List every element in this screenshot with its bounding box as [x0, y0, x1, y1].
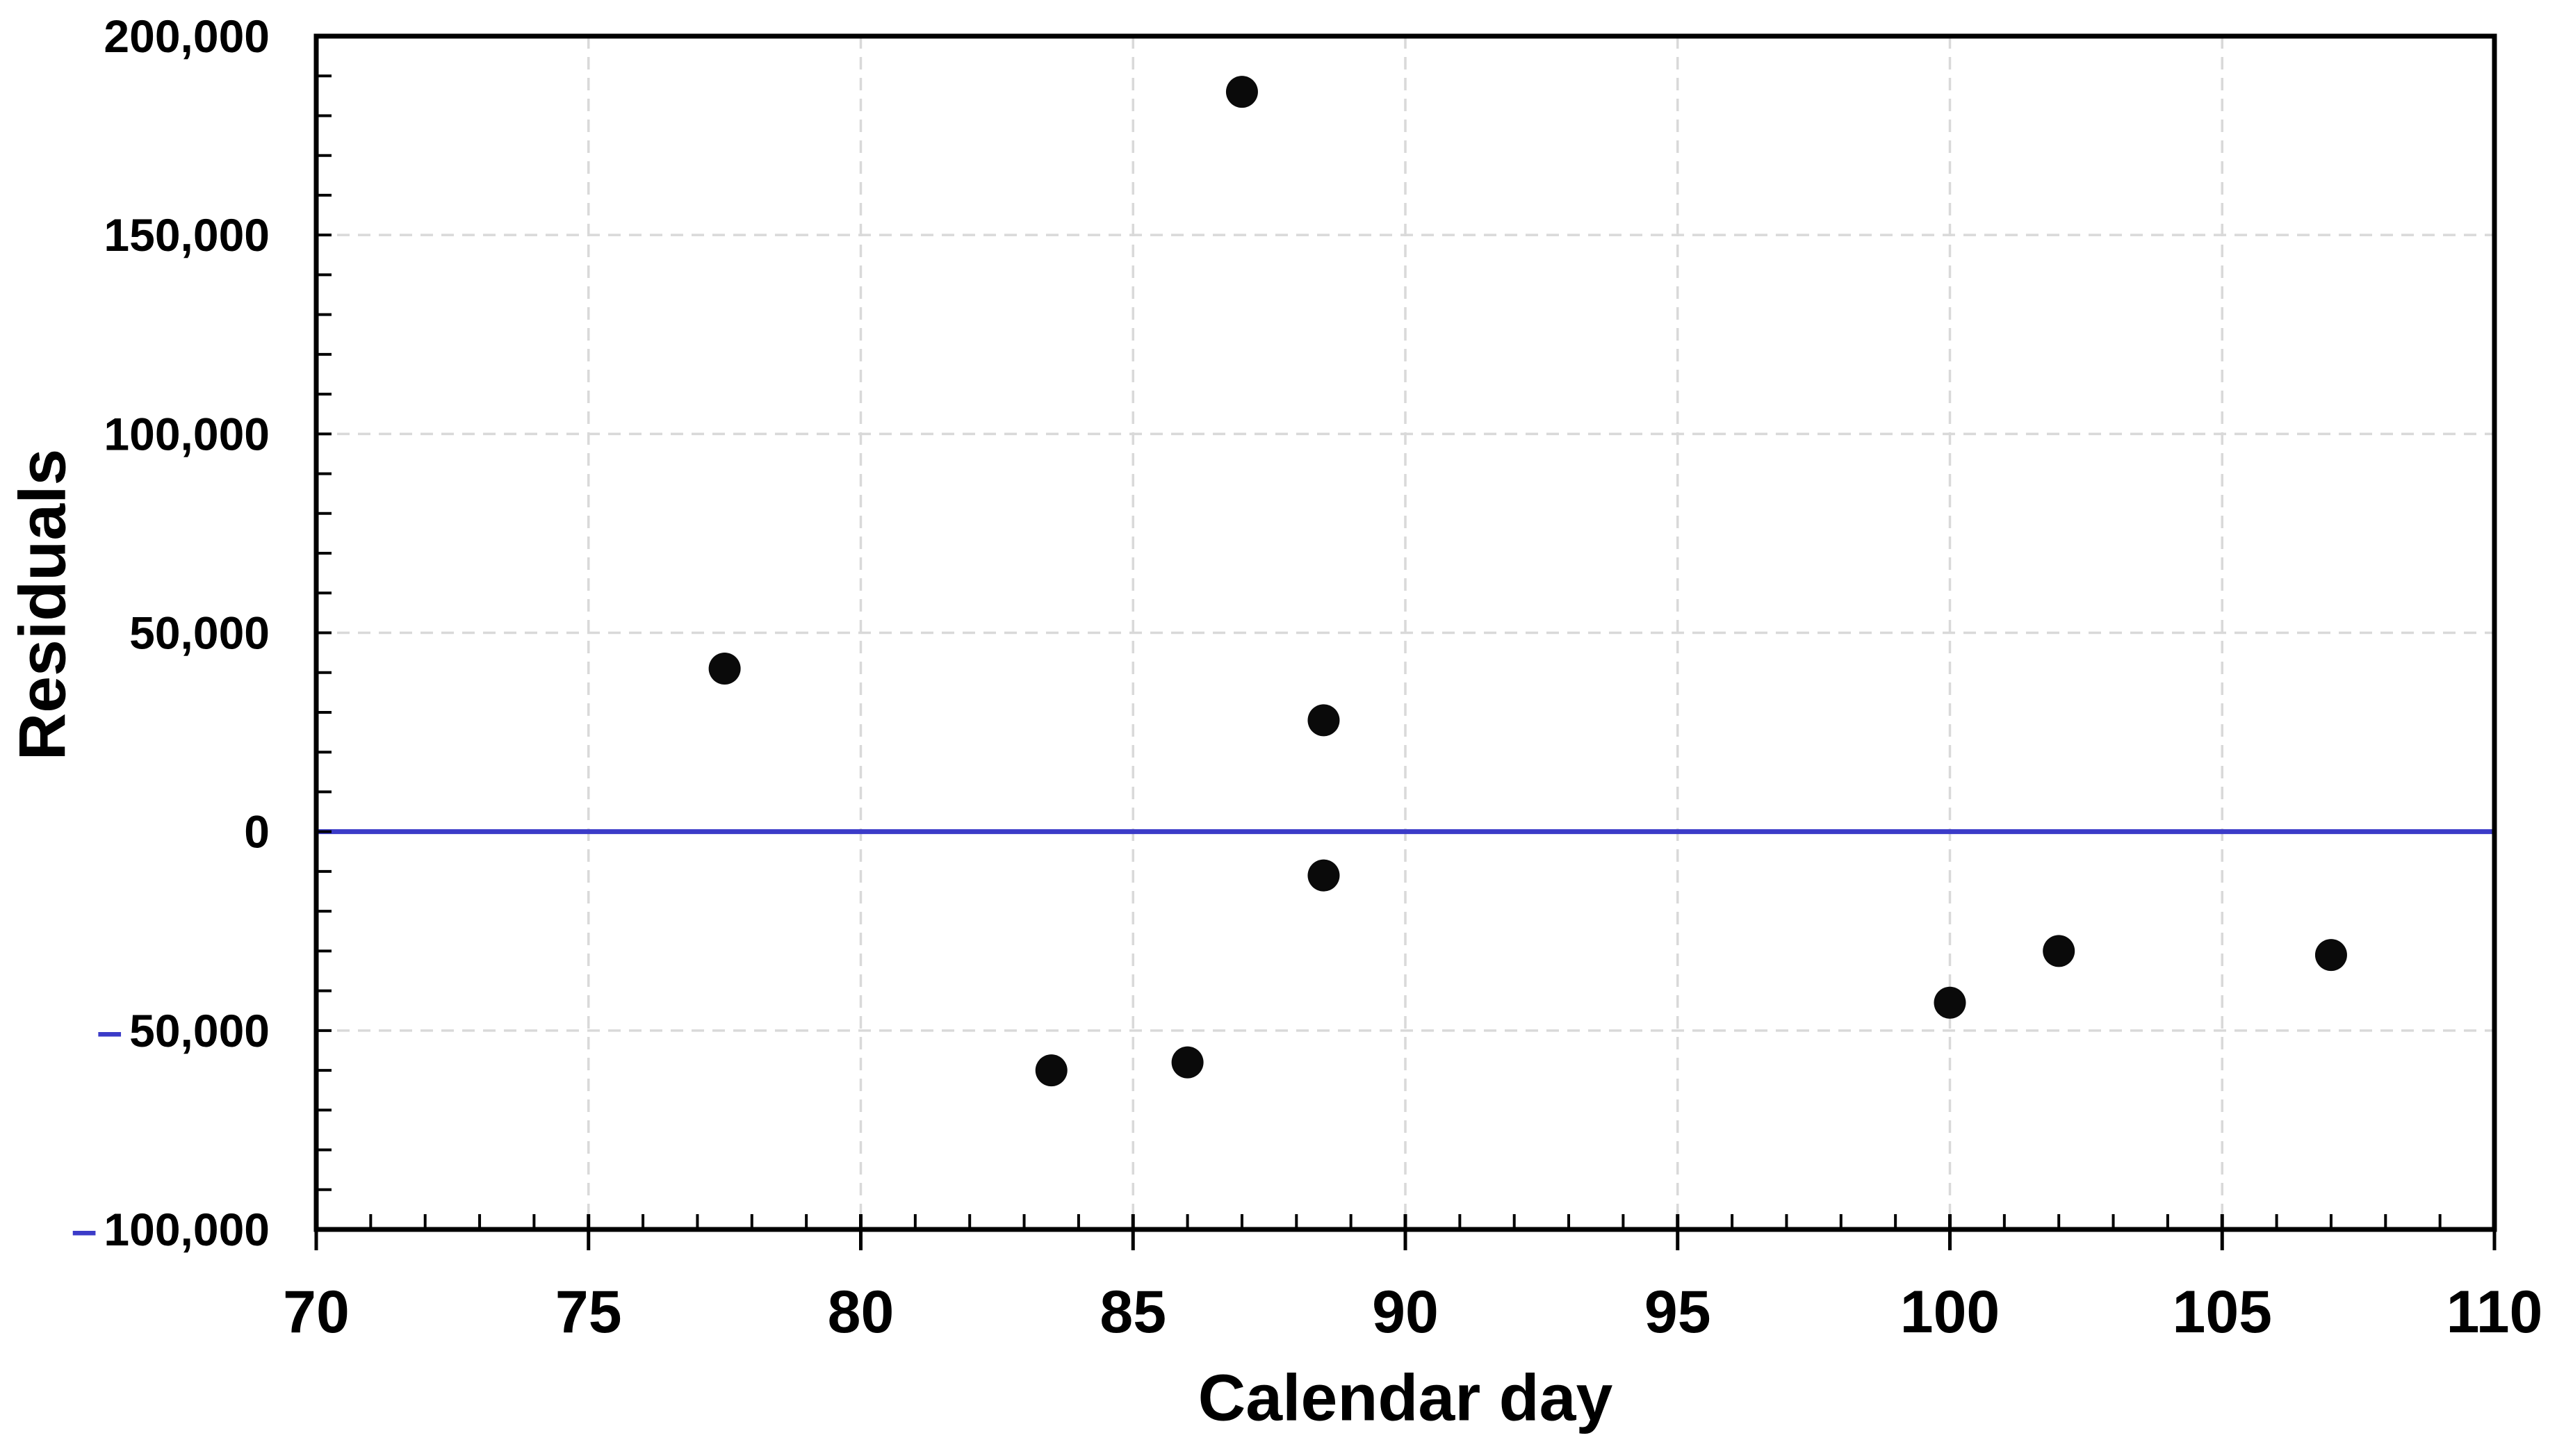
y-tick-label: 150,000: [104, 209, 270, 261]
data-point: [2043, 935, 2075, 967]
y-tick-label: –50,000: [97, 1005, 270, 1056]
y-axis-title: Residuals: [6, 448, 80, 761]
data-point: [708, 653, 741, 685]
data-point: [1934, 986, 1966, 1019]
negative-minus-sign: –: [97, 1005, 122, 1056]
data-point: [1307, 859, 1340, 892]
x-tick-label: 85: [1100, 1279, 1166, 1345]
y-tick-label: 0: [244, 806, 270, 858]
x-tick-label: 105: [2173, 1279, 2273, 1345]
x-tick-label: 95: [1644, 1279, 1711, 1345]
data-point: [1225, 76, 1258, 108]
x-tick-label: 75: [555, 1279, 622, 1345]
negative-minus-sign: –: [72, 1204, 97, 1255]
y-tick-label: 50,000: [129, 607, 270, 659]
y-tick-label: –100,000: [72, 1204, 270, 1255]
x-axis-title: Calendar day: [1198, 1361, 1613, 1435]
data-point: [2314, 939, 2347, 972]
x-tick-label: 80: [828, 1279, 894, 1345]
x-tick-label: 110: [2446, 1279, 2543, 1345]
x-tick-label: 70: [283, 1279, 350, 1345]
y-tick-label: 200,000: [104, 10, 270, 62]
data-point: [1307, 704, 1340, 737]
x-tick-label: 100: [1900, 1279, 2000, 1345]
y-tick-label: 100,000: [104, 408, 270, 459]
data-point: [1035, 1054, 1068, 1087]
x-tick-label: 90: [1372, 1279, 1439, 1345]
data-point: [1171, 1046, 1204, 1079]
